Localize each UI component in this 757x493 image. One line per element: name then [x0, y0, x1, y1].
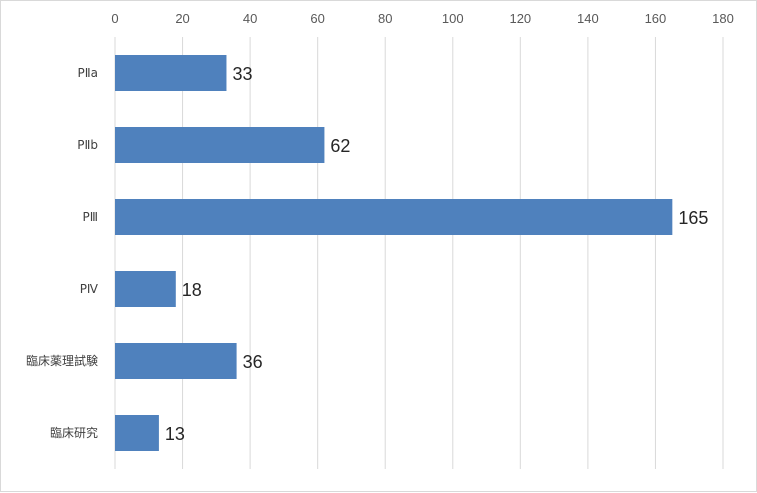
data-label-0: 33 [232, 64, 252, 84]
x-tick-label-140: 140 [577, 11, 599, 26]
category-label-1: PⅡb [77, 138, 98, 152]
x-axis-tick-labels: 0 20 40 60 80 100 120 140 160 180 [111, 11, 733, 26]
bar-4 [115, 343, 237, 379]
bar-3 [115, 271, 176, 307]
data-label-5: 13 [165, 424, 185, 444]
category-label-2: PⅢ [82, 210, 98, 224]
bar-2 [115, 199, 673, 235]
bar-1 [115, 127, 325, 163]
category-label-5: 臨床研究 [50, 425, 98, 440]
data-label-2: 165 [678, 208, 708, 228]
x-tick-label-180: 180 [712, 11, 734, 26]
data-label-4: 36 [243, 352, 263, 372]
x-tick-label-40: 40 [243, 11, 257, 26]
category-label-4: 臨床薬理試験 [26, 353, 98, 368]
bar-0 [115, 55, 227, 91]
data-label-1: 62 [330, 136, 350, 156]
data-labels: 33 62 165 18 36 13 [165, 64, 708, 444]
x-tick-label-80: 80 [378, 11, 392, 26]
x-tick-label-160: 160 [645, 11, 667, 26]
x-tick-label-20: 20 [175, 11, 189, 26]
gridlines [114, 37, 724, 469]
x-tick-label-60: 60 [310, 11, 324, 26]
x-tick-label-100: 100 [442, 11, 464, 26]
bars [115, 55, 673, 451]
x-tick-label-0: 0 [111, 11, 118, 26]
category-label-0: PⅡa [78, 66, 99, 80]
x-tick-label-120: 120 [509, 11, 531, 26]
data-label-3: 18 [182, 280, 202, 300]
bar-5 [115, 415, 159, 451]
category-label-3: PⅣ [80, 282, 98, 296]
